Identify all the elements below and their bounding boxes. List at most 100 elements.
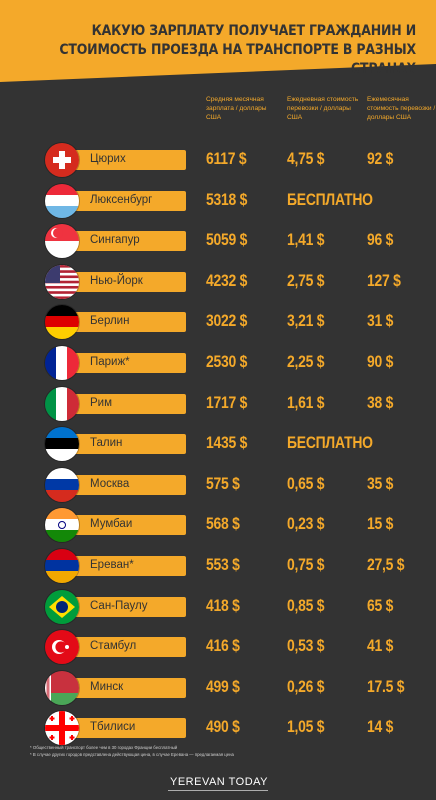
city-row: Тбилиси 490 $ 1,05 $ 14 $ <box>0 708 436 748</box>
salary-value: 1717 $ <box>206 392 248 412</box>
city-row: Талин 1435 $ БЕСПЛАТНО <box>0 424 436 464</box>
salary-value: 416 $ <box>206 636 240 656</box>
city-name: Минск <box>90 680 124 693</box>
salary-value: 490 $ <box>206 717 240 737</box>
daily-cost-value: 0,53 $ <box>287 636 325 656</box>
city-row: Рим 1717 $ 1,61 $ 38 $ <box>0 384 436 424</box>
daily-cost-value: 0,65 $ <box>287 473 325 493</box>
salary-value: 5318 $ <box>206 189 248 209</box>
city-name: Нью-Йорк <box>90 274 143 287</box>
city-name: Москва <box>90 477 130 490</box>
city-name: Ереван* <box>90 559 134 571</box>
city-name: Париж* <box>90 356 130 368</box>
daily-cost-value: 1,05 $ <box>287 717 325 737</box>
city-bar <box>50 393 186 414</box>
brazil-flag <box>45 589 79 624</box>
city-bar <box>50 150 186 170</box>
daily-cost-value: 3,21 $ <box>287 311 325 331</box>
city-bar <box>50 312 186 333</box>
city-row: Стамбул 416 $ 0,53 $ 41 $ <box>0 627 436 667</box>
daily-cost-value: 1,41 $ <box>287 230 325 250</box>
city-row: Нью-Йорк 4232 $ 2,75 $ 127 $ <box>0 262 436 302</box>
free-transport-label: БЕСПЛАТНО <box>287 189 373 209</box>
daily-cost-value: 1,61 $ <box>287 392 325 412</box>
luxembourg-flag <box>45 183 79 218</box>
monthly-cost-value: 41 $ <box>367 636 394 656</box>
city-name: Берлин <box>90 315 130 328</box>
turkey-flag <box>45 630 79 665</box>
france-flag <box>45 346 79 380</box>
monthly-cost-value: 96 $ <box>367 230 394 250</box>
estonia-flag <box>45 427 79 462</box>
column-header-monthly: Ежемесячная стоимость перевозки / доллар… <box>367 96 436 121</box>
daily-cost-value: 2,75 $ <box>287 270 325 290</box>
salary-value: 499 $ <box>206 676 240 696</box>
city-bar <box>50 596 186 617</box>
monthly-cost-value: 14 $ <box>367 717 394 737</box>
city-bar <box>50 515 186 536</box>
monthly-cost-value: 17.5 $ <box>367 676 405 696</box>
daily-cost-value: 0,75 $ <box>287 555 325 574</box>
daily-cost-value: 0,23 $ <box>287 514 325 534</box>
city-name: Люксенбург <box>90 193 153 206</box>
city-bar <box>50 271 186 292</box>
column-header-salary: Средняя месячная зарплата / доллары США <box>206 96 267 121</box>
germany-flag <box>45 305 79 340</box>
city-row: Париж* 2530 $ 2,25 $ 90 $ <box>0 343 436 383</box>
switzerland-flag <box>45 143 79 177</box>
russia-flag <box>45 467 79 502</box>
city-bar <box>50 637 186 658</box>
city-row: Ереван* 553 $ 0,75 $ 27,5 $ <box>0 546 436 586</box>
georgia-flag <box>45 711 79 746</box>
city-bar <box>50 353 186 373</box>
india-flag <box>45 508 79 543</box>
city-row: Москва 575 $ 0,65 $ 35 $ <box>0 465 436 505</box>
italy-flag <box>45 386 79 421</box>
monthly-cost-value: 35 $ <box>367 473 394 493</box>
salary-value: 553 $ <box>206 555 240 574</box>
salary-value: 5059 $ <box>206 230 248 250</box>
daily-cost-value: 0,85 $ <box>287 595 325 615</box>
free-transport-label: БЕСПЛАТНО <box>287 433 373 453</box>
monthly-cost-value: 90 $ <box>367 352 394 371</box>
city-bar <box>50 190 186 211</box>
usa-flag <box>45 264 79 299</box>
city-bar <box>50 231 186 252</box>
city-bar <box>50 718 186 739</box>
salary-value: 418 $ <box>206 595 240 615</box>
salary-value: 3022 $ <box>206 311 248 331</box>
city-name: Мумбаи <box>90 518 133 531</box>
footnote-1: * Общественный транспорт более чем в 30 … <box>30 745 178 750</box>
city-name: Стамбул <box>90 640 137 653</box>
city-name: Талин <box>90 437 123 450</box>
salary-value: 568 $ <box>206 514 240 534</box>
salary-value: 1435 $ <box>206 433 248 453</box>
city-row: Сингапур 5059 $ 1,41 $ 96 $ <box>0 221 436 261</box>
monthly-cost-value: 92 $ <box>367 149 394 168</box>
footnotes: * Общественный транспорт более чем в 30 … <box>30 744 290 758</box>
city-name: Сан-Паулу <box>90 599 148 612</box>
column-header-daily: Ежедневная стоимость перевозки / доллары… <box>287 96 359 121</box>
city-row: Минск 499 $ 0,26 $ 17.5 $ <box>0 668 436 708</box>
city-bar <box>50 677 186 698</box>
city-name: Сингапур <box>90 234 140 247</box>
city-name: Рим <box>90 396 113 409</box>
monthly-cost-value: 15 $ <box>367 514 394 534</box>
belarus-flag <box>45 670 79 705</box>
logo: YEREVAN TODAY <box>170 776 268 788</box>
city-row: Берлин 3022 $ 3,21 $ 31 $ <box>0 302 436 342</box>
armenia-flag <box>45 549 79 583</box>
title-line-1: КАКУЮ ЗАРПЛАТУ ПОЛУЧАЕТ ГРАЖДАНИН И <box>91 23 417 39</box>
monthly-cost-value: 31 $ <box>367 311 394 331</box>
logo-underline <box>168 790 268 791</box>
salary-value: 6117 $ <box>206 149 247 168</box>
city-row: Цюрих 6117 $ 4,75 $ 92 $ <box>0 140 436 180</box>
city-row: Сан-Паулу 418 $ 0,85 $ 65 $ <box>0 587 436 627</box>
monthly-cost-value: 27,5 $ <box>367 555 405 574</box>
title-line-2: СТОИМОСТЬ ПРОЕЗДА НА ТРАНСПОРТЕ В РАЗНЫХ… <box>59 42 417 77</box>
daily-cost-value: 4,75 $ <box>287 149 325 168</box>
city-bar <box>50 556 186 576</box>
city-row: Люксенбург 5318 $ БЕСПЛАТНО <box>0 181 436 221</box>
monthly-cost-value: 65 $ <box>367 595 394 615</box>
daily-cost-value: 2,25 $ <box>287 352 325 371</box>
